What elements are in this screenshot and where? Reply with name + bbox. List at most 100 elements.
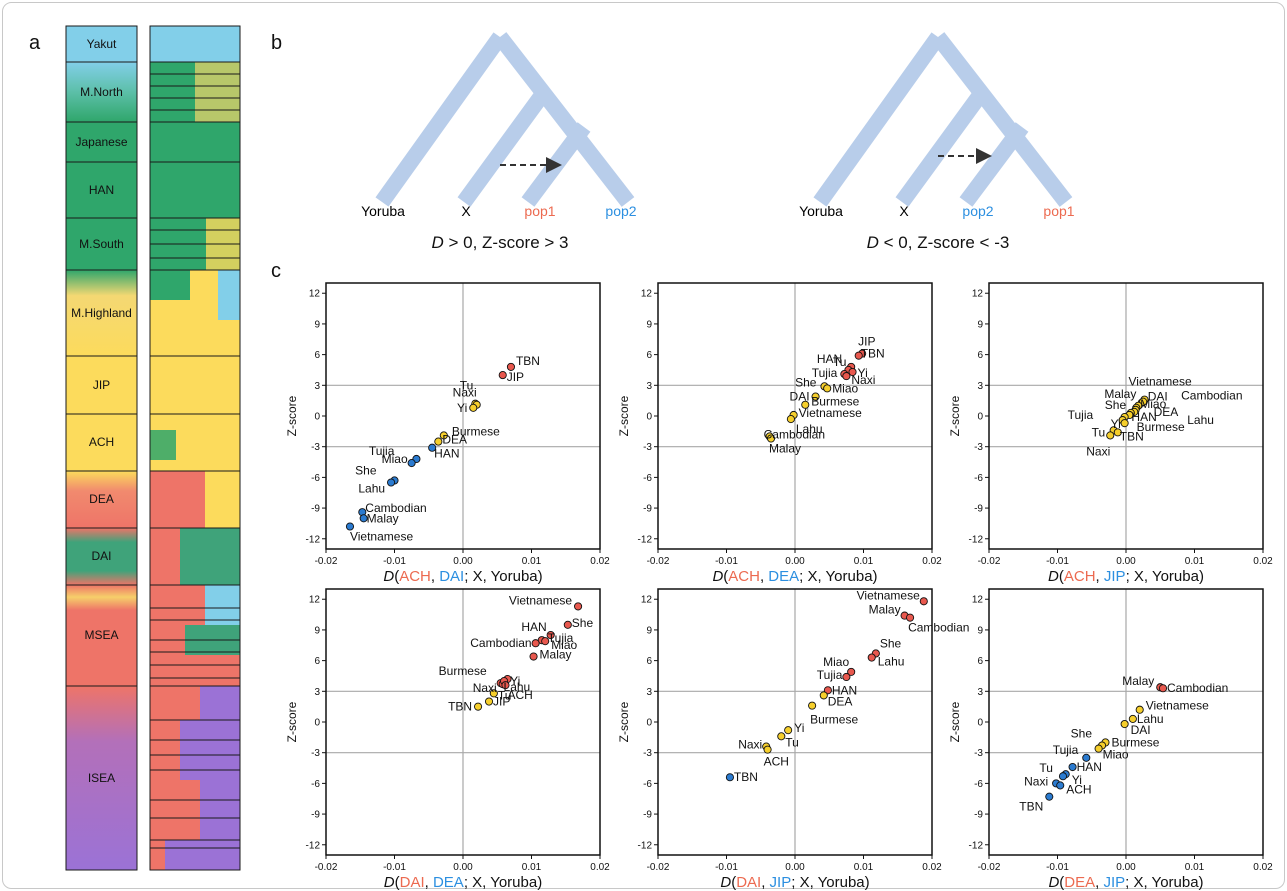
point-label-naxi: Naxi [473, 681, 497, 695]
x-tick-label: 0.02 [922, 556, 942, 567]
data-point-cambodian [906, 613, 915, 622]
y-tick-label: -3 [643, 748, 652, 759]
point-label-lahu: Lahu [1187, 413, 1214, 427]
x-tick-label: -0.02 [315, 862, 338, 873]
y-tick-label: 6 [977, 350, 983, 361]
y-tick-label: 3 [314, 381, 320, 392]
population-label-japanese: Japanese [75, 135, 127, 149]
y-tick-label: -3 [311, 442, 320, 453]
tree-diagram-right: Yoruba X pop2 pop1 D < 0, Z-score < -3 [799, 32, 1075, 252]
x-tick-label: -0.02 [978, 556, 1001, 567]
tree-right-label-x: X [899, 203, 909, 219]
point-label-malay: Malay [1104, 387, 1136, 401]
admixture-bar-plot [149, 25, 241, 871]
y-axis-label: Z-score [285, 701, 299, 742]
strip-segment-isea [66, 686, 137, 870]
y-tick-label: 12 [641, 595, 653, 606]
x-tick-label: -0.01 [1046, 556, 1069, 567]
point-label-yi: Yi [858, 366, 868, 380]
point-label-naxi: Naxi [1086, 444, 1110, 458]
strip-segment-han [66, 162, 137, 218]
point-label-she: She [1071, 727, 1093, 741]
data-point-yi [469, 403, 478, 412]
y-axis-label: Z-score [948, 701, 962, 742]
point-label-tu: Tu [785, 735, 799, 749]
point-label-miao: Miao [1140, 397, 1166, 411]
x-tick-label: 0.02 [922, 862, 942, 873]
point-label-tbn: TBN [516, 354, 540, 368]
data-point-she [563, 620, 572, 629]
data-point-miao [407, 459, 416, 468]
point-label-burmese: Burmese [810, 713, 858, 727]
point-label-tbn: TBN [734, 770, 758, 784]
point-label-naxi: Naxi [453, 386, 477, 400]
point-label-yi: Yi [1111, 417, 1121, 431]
data-point-vietnamese [345, 522, 355, 531]
population-label-ach: ACH [89, 435, 114, 449]
data-point-yi [848, 367, 857, 377]
data-point-miao [541, 637, 550, 646]
population-label-m-south: M.South [79, 237, 124, 251]
point-label-cambodian: Cambodian [908, 621, 969, 635]
scatter-plot-3: 12 9 6 3 0 -3 -6 -9 -12 -0.02 -0.01 0.00 0.01 0.02 Z-s… [948, 282, 1273, 585]
x-tick-label: 0.00 [453, 862, 473, 873]
point-label-tu: Tu [833, 355, 847, 369]
point-label-yi: Yi [1072, 773, 1082, 787]
y-tick-label: -12 [306, 840, 321, 851]
population-label-dea: DEA [89, 492, 114, 506]
x-tick-label: 0.02 [590, 556, 610, 567]
population-label-isea: ISEA [88, 771, 115, 785]
data-point-tbn [474, 702, 483, 711]
data-point-burmese [808, 701, 817, 710]
point-label-dea: DEA [828, 694, 853, 708]
point-label-lahu: Lahu [1137, 712, 1164, 726]
data-point-dea [819, 691, 828, 700]
tree-right-label-pop2: pop2 [962, 203, 993, 219]
strip-segment-mhighland [66, 270, 137, 356]
y-tick-label: -12 [306, 534, 321, 545]
y-axis-label: Z-score [948, 395, 962, 436]
scatter-plot-grid: 12 9 6 3 0 -3 -6 -9 -12 -0.02 -0.01 0.00 0.01 0.02 Z-s… [285, 282, 1273, 891]
population-label-han: HAN [89, 183, 114, 197]
y-tick-label: 0 [314, 718, 320, 729]
scatter-plot-1: 12 9 6 3 0 -3 -6 -9 -12 -0.02 -0.01 0.00 0.01 0.02 Z-s… [285, 282, 610, 585]
point-label-tu: Tu [498, 688, 512, 702]
x-axis-label: D(DAI, JIP; X, Yoruba) [720, 874, 869, 891]
data-point-tbn [725, 773, 734, 782]
y-tick-label: 9 [646, 625, 652, 636]
y-tick-label: -6 [311, 779, 320, 790]
x-tick-label: -0.01 [715, 862, 738, 873]
point-label-dai: DAI [790, 390, 810, 404]
data-point-lahu [387, 478, 396, 487]
strip-segment-msea [66, 585, 137, 686]
data-point-burmese [801, 400, 810, 409]
data-point-miao [1094, 744, 1103, 753]
data-point-jip [498, 371, 507, 380]
y-tick-label: 12 [309, 595, 321, 606]
data-point-tujia [1082, 753, 1091, 762]
data-point-vietnamese [919, 597, 928, 606]
x-tick-label: 0.00 [453, 556, 473, 567]
y-tick-label: -6 [643, 473, 652, 484]
y-tick-label: -3 [974, 442, 983, 453]
point-label-miao: Miao [823, 655, 849, 669]
y-tick-label: 6 [977, 656, 983, 667]
y-tick-label: 3 [977, 687, 983, 698]
x-tick-label: 0.02 [590, 862, 610, 873]
y-tick-label: -6 [643, 779, 652, 790]
population-label-m-north: M.North [80, 85, 123, 99]
point-label-she: She [572, 616, 594, 630]
strip-segment-yakut [66, 26, 137, 62]
x-tick-label: 0.00 [785, 862, 805, 873]
data-point-lahu [1128, 714, 1137, 723]
y-tick-label: -12 [969, 534, 984, 545]
y-tick-label: 9 [977, 319, 983, 330]
y-tick-label: 3 [646, 687, 652, 698]
point-label-malay: Malay [540, 648, 572, 662]
population-label-msea: MSEA [84, 628, 118, 642]
point-label-cambodian: Cambodian [1181, 389, 1242, 403]
y-tick-label: 3 [314, 687, 320, 698]
tree-diagram-left: Yoruba X pop1 pop2 D > 0, Z-score > 3 [361, 32, 637, 252]
